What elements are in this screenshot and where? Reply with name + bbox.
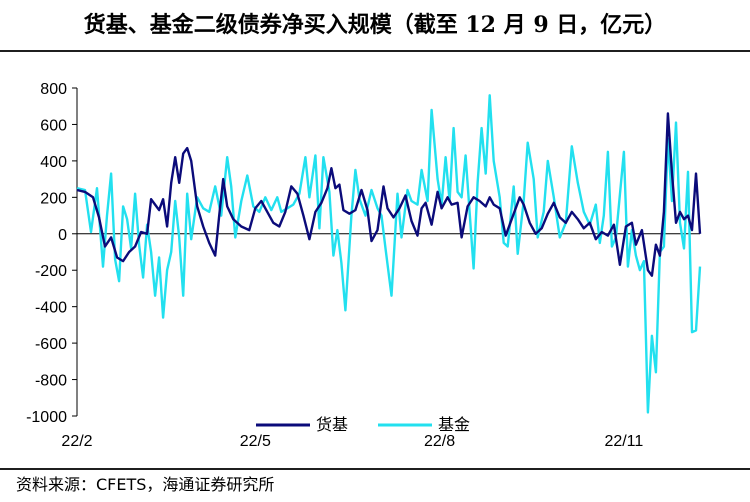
y-tick-label: -1000	[26, 409, 67, 426]
chart-title: 货基、基金二级债券净买入规模（截至 12 月 9 日，亿元）	[83, 12, 667, 38]
x-tick-label: 22/2	[61, 433, 92, 450]
y-tick-label: 400	[40, 154, 67, 171]
y-tick-label: -600	[35, 336, 67, 353]
source-divider	[0, 468, 750, 470]
y-tick-label: 0	[58, 227, 67, 244]
y-tick-label: -200	[35, 263, 67, 280]
y-tick-label: 600	[40, 117, 67, 134]
y-tick-label: 200	[40, 190, 67, 207]
series-line-bond-fund	[76, 94, 702, 414]
x-tick-label: 22/11	[604, 433, 643, 450]
y-tick-label: -400	[35, 300, 67, 317]
y-tick-label: 800	[40, 81, 67, 98]
title-divider	[0, 50, 750, 52]
legend-label-money-fund: 货基	[316, 415, 348, 434]
y-tick-label: -800	[35, 373, 67, 390]
source-note: 资料来源：CFETS，海通证券研究所	[16, 475, 275, 494]
x-tick-label: 22/8	[424, 433, 455, 450]
x-tick-label: 22/5	[240, 433, 271, 450]
legend-label-bond-fund: 基金	[438, 415, 470, 434]
series-line-money-fund	[76, 112, 702, 277]
